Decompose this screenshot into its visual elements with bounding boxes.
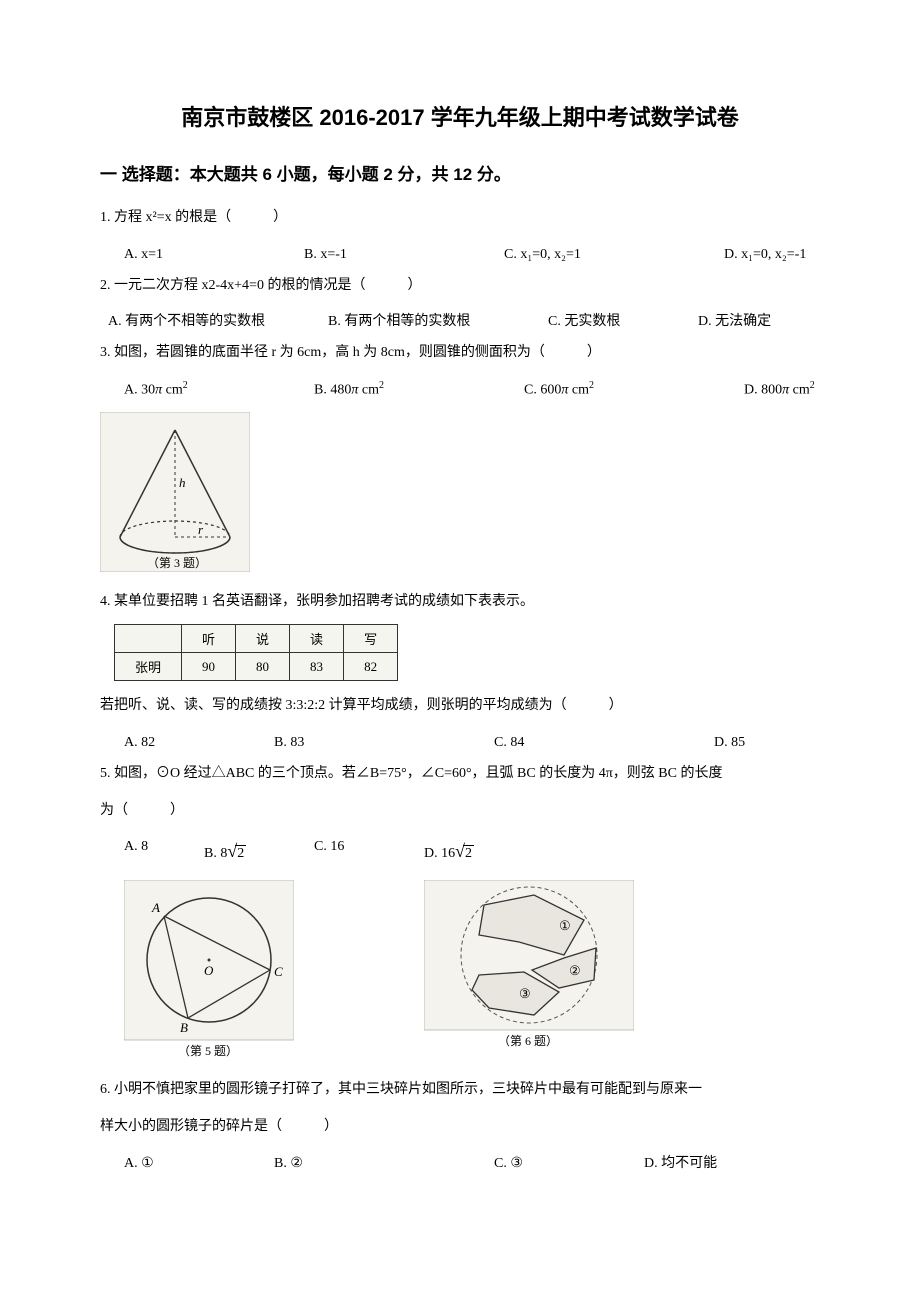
q5-opt-c: C. 16 xyxy=(314,832,424,872)
q5-opt-b: B. 8√2 xyxy=(204,832,314,872)
q6-opt-a: A. ① xyxy=(124,1149,274,1180)
svg-text:③: ③ xyxy=(519,986,531,1001)
td-write: 82 xyxy=(344,653,398,681)
q6-opt-b: B. ② xyxy=(274,1149,494,1180)
q6-options: A. ① B. ② C. ③ D. 均不可能 xyxy=(100,1149,820,1180)
question-1: 1. 方程 x²=x 的根是（ ） xyxy=(100,203,820,234)
svg-text:（第 5 题）: （第 5 题） xyxy=(178,1044,238,1058)
q3-opt-d: D. 800π cm2 xyxy=(744,375,820,406)
q4-table: 听 说 读 写 张明 90 80 83 82 xyxy=(114,624,398,681)
svg-text:C: C xyxy=(274,964,283,979)
question-2: 2. 一元二次方程 x2-4x+4=0 的根的情况是（ ） xyxy=(100,271,820,302)
svg-text:B: B xyxy=(180,1020,188,1035)
q1-options: A. x=1 B. x=-1 C. x₁=0, x₂=1 D. x₁=0, x₂… xyxy=(100,240,820,271)
question-6-cont: 样大小的圆形镜子的碎片是（ ） xyxy=(100,1112,820,1143)
page-title: 南京市鼓楼区 2016-2017 学年九年级上期中考试数学试卷 xyxy=(100,100,820,132)
q1-opt-c: C. x₁=0, x₂=1 xyxy=(504,240,724,271)
question-4: 4. 某单位要招聘 1 名英语翻译，张明参加招聘考试的成绩如下表表示。 xyxy=(100,587,820,618)
svg-text:（第 3 题）: （第 3 题） xyxy=(147,556,207,570)
svg-text:A: A xyxy=(151,900,160,915)
q1-opt-d: D. x₁=0, x₂=-1 xyxy=(724,240,820,271)
svg-text:（第 6 题）: （第 6 题） xyxy=(498,1034,558,1048)
question-6: 6. 小明不慎把家里的圆形镜子打碎了，其中三块碎片如图所示，三块碎片中最有可能配… xyxy=(100,1075,820,1106)
q4-opt-c: C. 84 xyxy=(494,728,714,759)
q3-options: A. 30π cm2 B. 480π cm2 C. 600π cm2 D. 80… xyxy=(100,375,820,406)
q4-opt-a: A. 82 xyxy=(124,728,274,759)
table-header-row: 听 说 读 写 xyxy=(115,625,398,653)
th-speak: 说 xyxy=(236,625,290,653)
q3-figure: h r （第 3 题） xyxy=(100,412,820,577)
th-read: 读 xyxy=(290,625,344,653)
th-write: 写 xyxy=(344,625,398,653)
question-3: 3. 如图，若圆锥的底面半径 r 为 6cm，高 h 为 8cm，则圆锥的侧面积… xyxy=(100,338,820,369)
question-5: 5. 如图，⊙O 经过△ABC 的三个顶点。若∠B=75°，∠C=60°，且弧 … xyxy=(100,759,820,790)
circle-triangle-diagram: A B C O （第 5 题） xyxy=(124,880,294,1060)
th-blank xyxy=(115,625,182,653)
q2-opt-c: C. 无实数根 xyxy=(548,307,698,338)
mirror-shards-diagram: ① ② ③ （第 6 题） xyxy=(424,880,634,1050)
td-read: 83 xyxy=(290,653,344,681)
question-5-cont: 为（ ） xyxy=(100,796,820,827)
q4-options: A. 82 B. 83 C. 84 D. 85 xyxy=(100,728,820,759)
section-header: 一 选择题：本大题共 6 小题，每小题 2 分，共 12 分。 xyxy=(100,160,820,185)
q6-opt-d: D. 均不可能 xyxy=(644,1149,820,1180)
q6-figure: ① ② ③ （第 6 题） xyxy=(424,880,634,1065)
svg-text:O: O xyxy=(204,963,214,978)
q2-opt-d: D. 无法确定 xyxy=(698,307,820,338)
svg-text:①: ① xyxy=(559,918,571,933)
td-name: 张明 xyxy=(115,653,182,681)
q3-opt-a: A. 30π cm2 xyxy=(124,375,314,406)
q5-opt-a: A. 8 xyxy=(124,832,204,872)
question-4-cont: 若把听、说、读、写的成绩按 3:3:2:2 计算平均成绩，则张明的平均成绩为（ … xyxy=(100,691,820,722)
q2-options: A. 有两个不相等的实数根 B. 有两个相等的实数根 C. 无实数根 D. 无法… xyxy=(100,307,820,338)
q4-opt-d: D. 85 xyxy=(714,728,820,759)
cone-diagram: h r （第 3 题） xyxy=(100,412,250,572)
svg-text:②: ② xyxy=(569,963,581,978)
q5-q6-figures: A B C O （第 5 题） ① ② ③ （第 6 题） xyxy=(124,880,820,1065)
td-speak: 80 xyxy=(236,653,290,681)
q3-opt-c: C. 600π cm2 xyxy=(524,375,744,406)
table-data-row: 张明 90 80 83 82 xyxy=(115,653,398,681)
q2-opt-a: A. 有两个不相等的实数根 xyxy=(108,307,328,338)
q1-opt-a: A. x=1 xyxy=(124,240,304,271)
td-listen: 90 xyxy=(182,653,236,681)
q3-opt-b: B. 480π cm2 xyxy=(314,375,524,406)
q5-opt-d: D. 16√2 xyxy=(424,832,820,872)
q5-options: A. 8 B. 8√2 C. 16 D. 16√2 xyxy=(100,832,820,872)
q5-figure: A B C O （第 5 题） xyxy=(124,880,294,1065)
q2-opt-b: B. 有两个相等的实数根 xyxy=(328,307,548,338)
q6-opt-c: C. ③ xyxy=(494,1149,644,1180)
th-listen: 听 xyxy=(182,625,236,653)
svg-text:h: h xyxy=(179,475,186,490)
q4-opt-b: B. 83 xyxy=(274,728,494,759)
q1-opt-b: B. x=-1 xyxy=(304,240,504,271)
